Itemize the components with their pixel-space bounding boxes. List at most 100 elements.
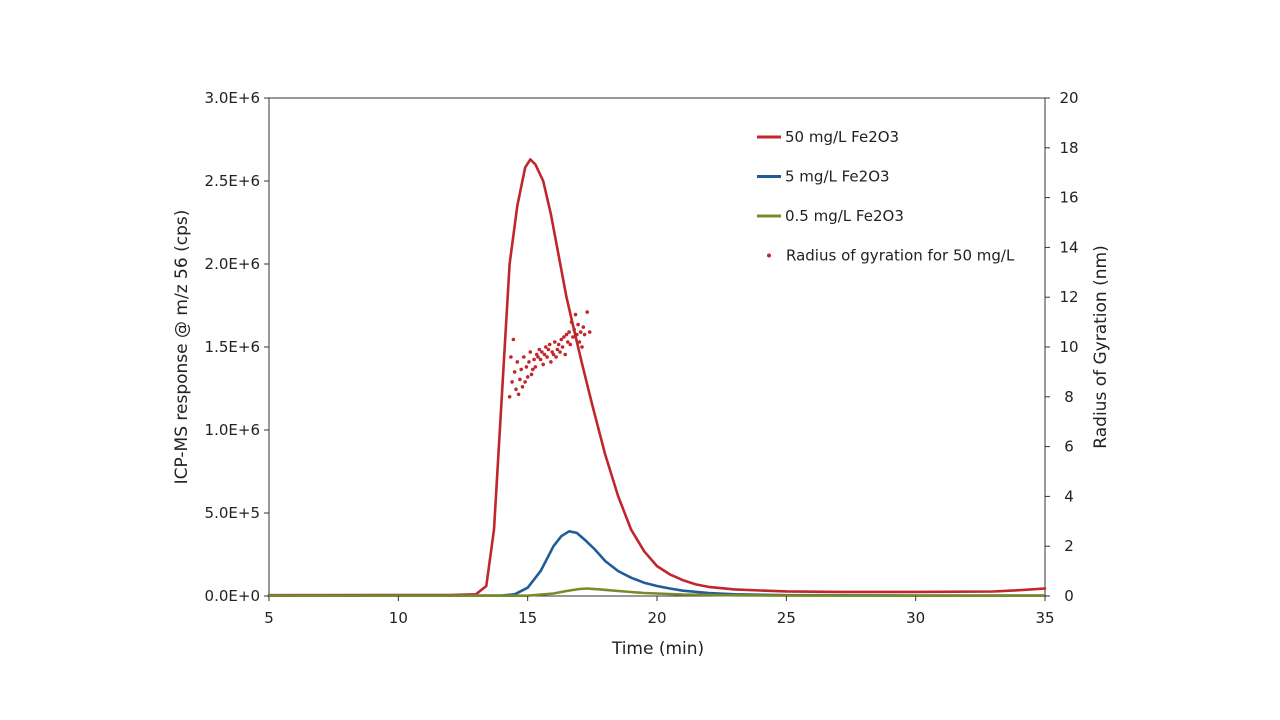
series-point-radius-of-gyration-for-50-mg-l: [576, 322, 580, 327]
series-point-radius-of-gyration-for-50-mg-l: [566, 340, 570, 344]
y2-tick-label: 10: [1059, 338, 1078, 356]
series-point-radius-of-gyration-for-50-mg-l: [551, 352, 556, 357]
series-point-radius-of-gyration-for-50-mg-l: [519, 367, 523, 372]
series-point-radius-of-gyration-for-50-mg-l: [585, 310, 589, 314]
y2-tick-label: 0: [1064, 587, 1074, 605]
legend-label-50-mg-l-fe2o3: 50 mg/L Fe2O3: [785, 128, 899, 146]
y-tick-label: 2.5E+6: [205, 172, 260, 190]
left-y-axis: 0.0E+0 5.0E+5 1.0E+6 1.5E+6 2.0E+6 2.5E+6 3.0E…: [205, 89, 269, 605]
series-point-radius-of-gyration-for-50-mg-l: [527, 360, 531, 364]
series-point-radius-of-gyration-for-50-mg-l: [558, 350, 562, 354]
y-tick-label: 5.0E+5: [205, 504, 260, 522]
series-point-radius-of-gyration-for-50-mg-l: [580, 345, 584, 349]
y-tick-label: 1.5E+6: [205, 338, 260, 356]
series-point-radius-of-gyration-for-50-mg-l: [540, 350, 544, 354]
series-point-radius-of-gyration-for-50-mg-l: [549, 360, 553, 364]
series-point-radius-of-gyration-for-50-mg-l: [562, 335, 566, 339]
x-tick-label: 25: [777, 609, 796, 627]
series-point-radius-of-gyration-for-50-mg-l: [578, 330, 583, 334]
legend-label-0-5-mg-l-fe2o3: 0.5 mg/L Fe2O3: [785, 207, 904, 225]
series-point-radius-of-gyration-for-50-mg-l: [564, 332, 569, 337]
series-point-radius-of-gyration-for-50-mg-l: [538, 357, 543, 362]
series-point-radius-of-gyration-for-50-mg-l: [531, 367, 535, 372]
series-point-radius-of-gyration-for-50-mg-l: [587, 330, 592, 334]
legend-swatch-radius-of-gyration-for-50-mg-l: [767, 253, 771, 258]
series-point-radius-of-gyration-for-50-mg-l: [555, 347, 560, 352]
series-point-radius-of-gyration-for-50-mg-l: [546, 347, 551, 352]
y2-tick-label: 4: [1064, 487, 1074, 505]
y2-tick-label: 14: [1059, 238, 1078, 256]
y-tick-label: 3.0E+6: [205, 89, 260, 107]
series-point-radius-of-gyration-for-50-mg-l: [525, 375, 530, 379]
series-point-radius-of-gyration-for-50-mg-l: [553, 340, 557, 344]
series-point-radius-of-gyration-for-50-mg-l: [511, 337, 516, 342]
series-point-radius-of-gyration-for-50-mg-l: [541, 362, 545, 367]
y2-axis-title: Radius of Gyration (nm): [1091, 245, 1111, 448]
x-tick-label: 15: [518, 609, 537, 627]
series-point-radius-of-gyration-for-50-mg-l: [545, 355, 549, 359]
series-point-radius-of-gyration-for-50-mg-l: [571, 335, 575, 339]
y-tick-label: 2.0E+6: [205, 255, 260, 273]
x-tick-label: 20: [647, 609, 666, 627]
series-line-5-mg-l-fe2o3: [267, 529, 1047, 597]
series-point-radius-of-gyration-for-50-mg-l: [532, 357, 536, 362]
series-point-radius-of-gyration-for-50-mg-l: [554, 355, 558, 359]
series-point-radius-of-gyration-for-50-mg-l: [568, 342, 573, 347]
y2-tick-label: 8: [1064, 388, 1074, 406]
series-point-radius-of-gyration-for-50-mg-l: [559, 337, 564, 342]
right-y-axis: 0 2 4 6 8 10 12 14 16 18 20: [1045, 89, 1079, 605]
plot-frame: [268, 97, 1046, 597]
legend-label-5-mg-l-fe2o3: 5 mg/L Fe2O3: [785, 168, 890, 186]
series-point-radius-of-gyration-for-50-mg-l: [573, 312, 578, 317]
y2-tick-label: 20: [1059, 89, 1078, 107]
series-point-radius-of-gyration-for-50-mg-l: [572, 327, 576, 332]
series-point-radius-of-gyration-for-50-mg-l: [514, 387, 518, 392]
y-tick-label: 0.0E+0: [205, 587, 260, 605]
series-point-radius-of-gyration-for-50-mg-l: [544, 345, 548, 349]
series-point-radius-of-gyration-for-50-mg-l: [533, 365, 538, 369]
series-point-radius-of-gyration-for-50-mg-l: [524, 365, 529, 369]
series-point-radius-of-gyration-for-50-mg-l: [563, 352, 567, 357]
y2-tick-label: 16: [1059, 189, 1078, 207]
y-axis-title: ICP-MS response @ m/z 56 (cps): [172, 210, 192, 485]
series-point-radius-of-gyration-for-50-mg-l: [516, 392, 521, 397]
series-point-radius-of-gyration-for-50-mg-l: [520, 385, 525, 389]
series-line-50-mg-l-fe2o3: [267, 158, 1047, 597]
series-point-radius-of-gyration-for-50-mg-l: [512, 370, 517, 374]
series-point-radius-of-gyration-for-50-mg-l: [509, 355, 513, 359]
series-point-radius-of-gyration-for-50-mg-l: [523, 380, 527, 384]
series-point-radius-of-gyration-for-50-mg-l: [577, 340, 582, 344]
y-tick-label: 1.0E+6: [205, 421, 260, 439]
y2-tick-label: 12: [1059, 288, 1078, 306]
series-point-radius-of-gyration-for-50-mg-l: [528, 350, 533, 354]
series-point-radius-of-gyration-for-50-mg-l: [529, 372, 534, 377]
series-point-radius-of-gyration-for-50-mg-l: [518, 377, 522, 382]
x-tick-label: 30: [906, 609, 925, 627]
x-tick-label: 35: [1035, 609, 1054, 627]
x-axis: 5 10 15 20 25 30 35: [264, 596, 1055, 627]
series-point-radius-of-gyration-for-50-mg-l: [537, 347, 542, 352]
legend: 50 mg/L Fe2O3 5 mg/L Fe2O3 0.5 mg/L Fe2O3 R…: [757, 128, 1015, 265]
series-point-radius-of-gyration-for-50-mg-l: [536, 355, 540, 359]
plot-area: [268, 97, 1046, 597]
x-axis-title: Time (min): [611, 639, 704, 659]
series-point-radius-of-gyration-for-50-mg-l: [569, 320, 574, 324]
series-point-radius-of-gyration-for-50-mg-l: [582, 332, 587, 337]
y2-tick-label: 6: [1064, 438, 1074, 456]
x-tick-label: 10: [389, 609, 408, 627]
series-point-radius-of-gyration-for-50-mg-l: [567, 330, 571, 334]
y2-tick-label: 18: [1059, 139, 1078, 157]
series-point-radius-of-gyration-for-50-mg-l: [507, 395, 512, 399]
series-group: [267, 158, 1047, 598]
legend-label-radius-of-gyration-for-50-mg-l: Radius of gyration for 50 mg/L: [786, 247, 1015, 265]
series-point-radius-of-gyration-for-50-mg-l: [560, 345, 565, 349]
series-point-radius-of-gyration-for-50-mg-l: [547, 342, 552, 347]
series-point-radius-of-gyration-for-50-mg-l: [515, 360, 520, 364]
series-point-radius-of-gyration-for-50-mg-l: [522, 355, 526, 359]
y2-tick-label: 2: [1064, 537, 1074, 555]
series-line-0-5-mg-l-fe2o3: [267, 587, 1047, 598]
series-point-radius-of-gyration-for-50-mg-l: [556, 342, 561, 347]
x-tick-label: 5: [264, 609, 274, 627]
series-point-radius-of-gyration-for-50-mg-l: [581, 325, 586, 329]
